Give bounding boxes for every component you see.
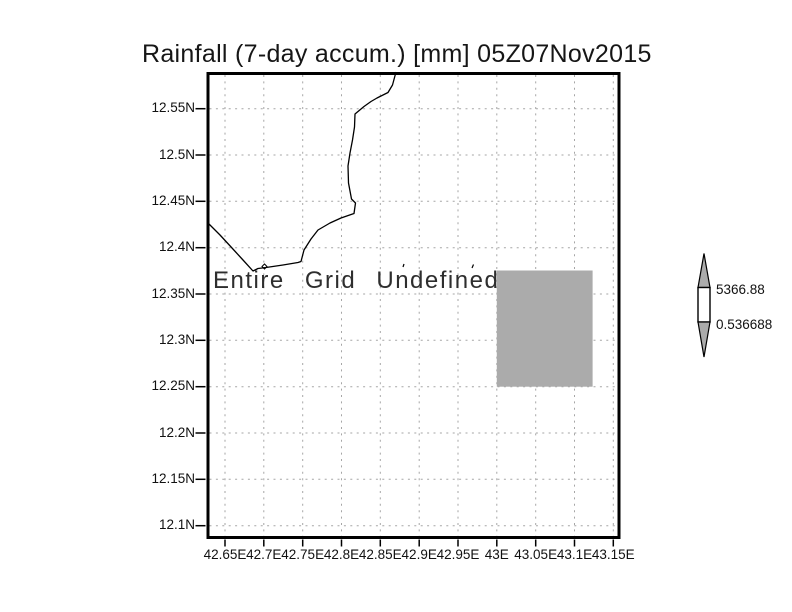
y-axis-label: 12.45N: [151, 193, 195, 208]
y-axis-label: 12.1N: [158, 517, 195, 532]
colorbar: [697, 253, 711, 358]
y-axis-label: 12.5N: [158, 146, 195, 162]
x-axis-label: 42.75E: [281, 547, 325, 562]
y-axis-label: 12.3N: [158, 332, 195, 347]
undefined-grid-message: Entire Grid Undefined: [213, 267, 500, 294]
x-axis-label: 42.7E: [246, 547, 282, 562]
y-axis-label: 12.35N: [151, 285, 195, 301]
x-axis-label: 42.65E: [203, 547, 247, 562]
x-axis-label: 42.8E: [323, 547, 360, 562]
coastline-path: [206, 71, 397, 272]
x-axis-label: 43.1E: [556, 547, 593, 562]
plot-title: Rainfall (7-day accum.) [mm] 05Z07Nov201…: [142, 40, 652, 68]
colorbar-swatch: [697, 286, 711, 323]
x-axis-label: 43.15E: [591, 547, 635, 562]
colorbar-arrow-down-icon: [697, 321, 711, 358]
undefined-region-box: [496, 270, 593, 387]
x-axis-label: 42.95E: [436, 547, 480, 562]
small-island-mark: [471, 264, 475, 269]
axis-ticks: [195, 107, 615, 547]
x-axis-label: 43E: [484, 547, 509, 562]
colorbar-arrow-up-icon: [697, 253, 711, 289]
x-axis-label: 42.85E: [358, 547, 402, 562]
y-axis-label: 12.4N: [158, 239, 195, 254]
colorbar-min-label: 0.536688: [716, 317, 773, 332]
small-island-mark: [402, 263, 405, 268]
y-axis-label: 12.15N: [151, 471, 195, 486]
x-axis-label: 43.05E: [514, 547, 558, 562]
y-axis-label: 12.55N: [151, 100, 195, 115]
x-axis-label: 42.9E: [401, 547, 437, 562]
plot-frame: [206, 72, 621, 539]
small-island-outline: [261, 263, 268, 270]
colorbar-max-label: 5366.88: [716, 282, 765, 297]
y-axis-label: 12.2N: [158, 424, 195, 440]
y-axis-label: 12.25N: [151, 378, 195, 393]
